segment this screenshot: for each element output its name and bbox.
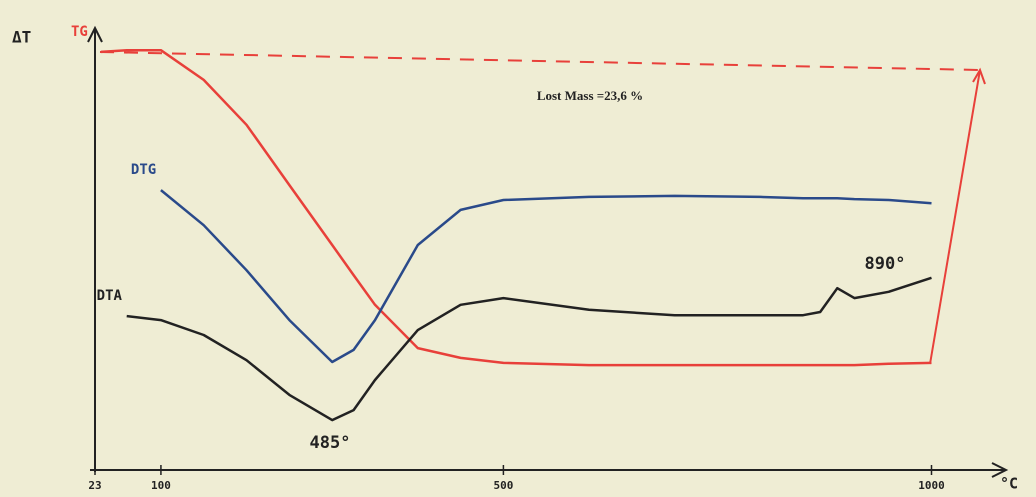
paper (0, 0, 1036, 497)
x-tick-label: 23 (88, 479, 101, 492)
chart: ΔT °C Lost Mass =23,6 % 485° 890° 23 100 5… (0, 0, 1036, 497)
x-tick-label: 1000 (918, 479, 945, 492)
x-tick-label: 500 (493, 479, 513, 492)
y-axis-label: ΔT (12, 28, 31, 47)
x-axis-unit: °C (1000, 475, 1018, 493)
series-label: DTG (131, 162, 156, 178)
series-label: TG (71, 24, 88, 40)
x-tick-label: 100 (151, 479, 171, 492)
peak-label: 485° (310, 433, 351, 453)
series-label: DTA (97, 288, 123, 304)
peak-label: 890° (865, 254, 906, 274)
page: {"chart_data": { "type": "line", "y_labe… (0, 0, 1036, 497)
lost-mass-label: Lost Mass =23,6 % (537, 88, 643, 103)
